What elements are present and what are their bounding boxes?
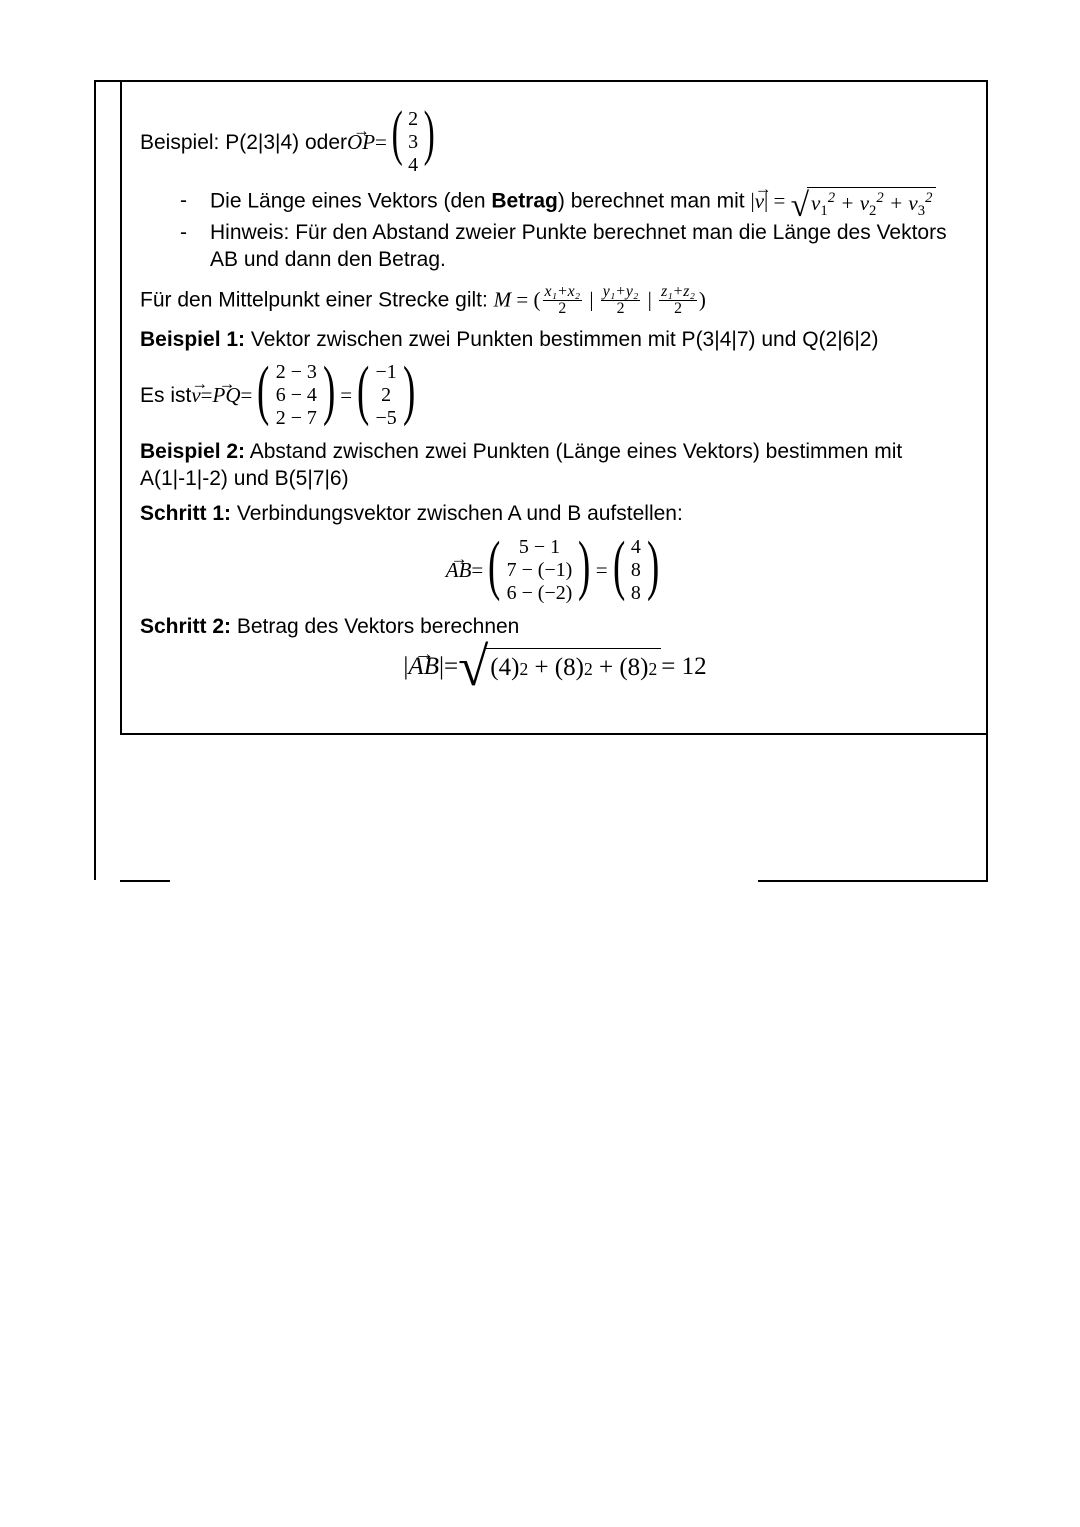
step-2: Schritt 2: Betrag des Vektors berechnen — [140, 613, 970, 640]
example-point-line: Beispiel: P(2|3|4) oder →OP = ( 2 3 4 ) — [140, 108, 970, 177]
sqrt-expr: √v12 + v22 + v32 — [791, 187, 937, 217]
equals: = — [375, 129, 387, 156]
vector-AB: →AB — [408, 651, 439, 684]
bullet-text: Hinweis: Für den Abstand zweier Punkte b… — [210, 219, 970, 274]
bullet-text: Die Länge eines Vektors (den Betrag) ber… — [210, 187, 936, 217]
column-vector: ( −1 2 −5 ) — [352, 361, 420, 430]
step-1: Schritt 1: Verbindungsvektor zwischen A … — [140, 500, 970, 527]
bullet-dash: - — [180, 187, 210, 214]
fraction: y₁+y₂2 — [601, 284, 641, 318]
vector-OP: →OP — [347, 129, 375, 156]
example-1-equation: Es ist →v = →PQ = ( 2 − 3 6 − 4 2 − 7 ) … — [140, 361, 970, 430]
column-vector: ( 4 8 8 ) — [608, 536, 665, 605]
example-2-title: Beispiel 2: Abstand zwischen zwei Punkte… — [140, 438, 970, 493]
footer-line-left — [120, 880, 170, 882]
column-vector: ( 2 − 3 6 − 4 2 − 7 ) — [252, 361, 340, 430]
bullet-item: - Hinweis: Für den Abstand zweier Punkte… — [180, 219, 970, 274]
midpoint-line: Für den Mittelpunkt einer Strecke gilt: … — [140, 284, 970, 318]
page: Beispiel: P(2|3|4) oder →OP = ( 2 3 4 ) — [0, 0, 1080, 1527]
step-2-equation: |→AB| = √ (4)2 + (8)2 + (8)2 = 12 — [140, 648, 970, 687]
column-vector: ( 5 − 1 7 − (−1) 6 − (−2) ) — [483, 536, 595, 605]
example-1-title: Beispiel 1: Vektor zwischen zwei Punkten… — [140, 326, 970, 353]
bullet-dash: - — [180, 219, 210, 246]
vector-AB: →AB — [446, 557, 472, 584]
bullet-item: - Die Länge eines Vektors (den Betrag) b… — [180, 187, 970, 217]
column-vector: ( 2 3 4 ) — [387, 108, 440, 177]
fraction: z₁+z₂2 — [659, 284, 697, 318]
document-content: Beispiel: P(2|3|4) oder →OP = ( 2 3 4 ) — [140, 108, 970, 686]
sqrt-expr: √ (4)2 + (8)2 + (8)2 — [458, 648, 661, 687]
bullet-list: - Die Länge eines Vektors (den Betrag) b… — [180, 187, 970, 274]
text: Beispiel: P(2|3|4) oder — [140, 129, 347, 156]
vector-v: →v — [191, 382, 200, 409]
vector-v: →v — [755, 188, 764, 215]
vector-PQ: →PQ — [213, 382, 241, 409]
footer-line-right — [758, 880, 988, 882]
fraction: x₁+x₂2 — [543, 284, 583, 318]
step-1-equation: →AB = ( 5 − 1 7 − (−1) 6 − (−2) ) = ( 4 — [140, 536, 970, 605]
content-frame: Beispiel: P(2|3|4) oder →OP = ( 2 3 4 ) — [120, 80, 988, 735]
